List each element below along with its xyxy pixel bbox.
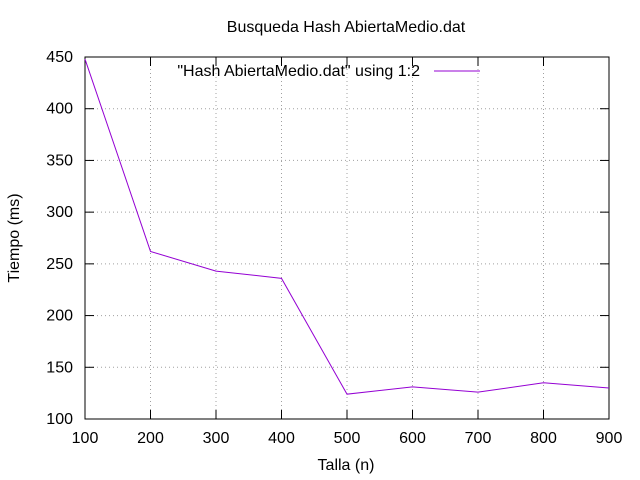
legend: "Hash AbiertaMedio.dat" using 1:2 — [177, 63, 480, 80]
y-axis-label: Tiempo (ms) — [6, 193, 23, 282]
y-tick-label: 400 — [46, 101, 73, 118]
y-tick-label: 150 — [46, 359, 73, 376]
axis-ticks — [84, 56, 610, 420]
x-tick-label: 200 — [137, 430, 164, 447]
x-tick-label: 700 — [465, 430, 492, 447]
x-tick-label: 100 — [72, 430, 99, 447]
x-tick-label: 600 — [399, 430, 426, 447]
chart-title: Busqueda Hash AbiertaMedio.dat — [227, 19, 466, 36]
y-tick-label: 300 — [46, 204, 73, 221]
x-axis-label: Talla (n) — [318, 457, 375, 474]
x-tick-label: 800 — [530, 430, 557, 447]
series-line-0 — [84, 58, 610, 395]
x-tick-label: 500 — [334, 430, 361, 447]
series-group — [84, 58, 610, 395]
x-tick-labels: 100 200 300 400 500 600 700 800 900 — [72, 430, 623, 447]
y-tick-labels: 100 150 200 250 300 350 400 450 — [46, 49, 73, 428]
y-tick-label: 450 — [46, 49, 73, 66]
y-tick-label: 200 — [46, 308, 73, 325]
x-tick-label: 300 — [203, 430, 230, 447]
y-tick-label: 250 — [46, 256, 73, 273]
y-tick-label: 350 — [46, 152, 73, 169]
x-tick-label: 900 — [596, 430, 623, 447]
legend-entry-label: "Hash AbiertaMedio.dat" using 1:2 — [177, 63, 420, 80]
y-tick-label: 100 — [46, 411, 73, 428]
x-tick-label: 400 — [268, 430, 295, 447]
grid-lines — [85, 57, 609, 419]
